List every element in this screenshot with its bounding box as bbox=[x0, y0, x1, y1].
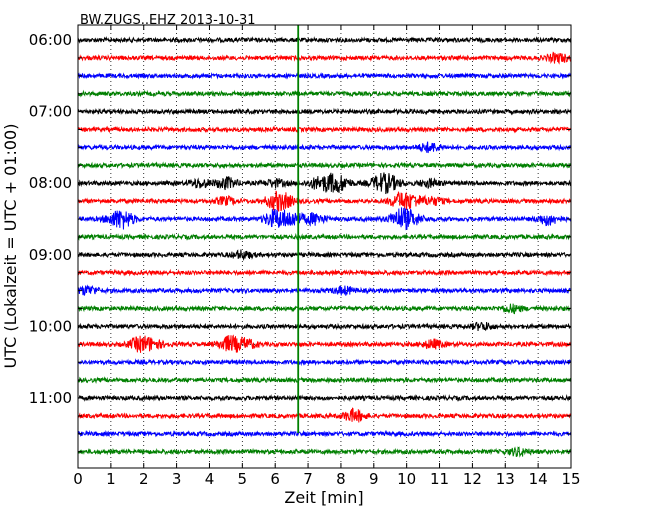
y-tick-label: 07:00 bbox=[29, 103, 72, 121]
x-tick-label: 5 bbox=[238, 470, 248, 488]
x-tick-label: 0 bbox=[73, 470, 83, 488]
x-tick-label: 8 bbox=[336, 470, 346, 488]
trace-1130 bbox=[77, 429, 572, 438]
y-axis-label: UTC (Lokalzeit = UTC + 01:00) bbox=[1, 124, 20, 369]
x-tick-label: 1 bbox=[106, 470, 116, 488]
trace-layer bbox=[77, 36, 572, 458]
trace-1000 bbox=[77, 321, 572, 332]
x-tick-label: 4 bbox=[205, 470, 215, 488]
trace-0745 bbox=[77, 161, 572, 170]
trace-0845 bbox=[77, 232, 572, 241]
trace-1100 bbox=[77, 393, 572, 402]
trace-0800 bbox=[77, 172, 572, 195]
y-tick-label: 11:00 bbox=[29, 389, 72, 407]
x-tick-label: 15 bbox=[561, 470, 580, 488]
trace-1045 bbox=[77, 376, 572, 384]
y-tick-label: 09:00 bbox=[29, 246, 72, 264]
trace-0700 bbox=[77, 107, 572, 116]
x-axis-label: Zeit [min] bbox=[284, 488, 363, 507]
x-tick-label: 14 bbox=[529, 470, 548, 488]
trace-0900 bbox=[77, 249, 572, 262]
trace-0930 bbox=[77, 284, 571, 296]
x-tick-label: 6 bbox=[270, 470, 280, 488]
x-tick-label: 7 bbox=[303, 470, 313, 488]
tick-layer: 0 1 2 3 4 5 6 7 8 9 10 11 12 13 14 1506:0007:0008:0009:… bbox=[29, 25, 581, 488]
x-tick-label: 10 bbox=[397, 470, 416, 488]
y-tick-label: 10:00 bbox=[29, 317, 72, 335]
x-tick-label: 3 bbox=[172, 470, 182, 488]
trace-0615 bbox=[77, 51, 572, 65]
x-tick-label: 13 bbox=[496, 470, 515, 488]
x-tick-label: 9 bbox=[369, 470, 379, 488]
y-tick-label: 06:00 bbox=[29, 31, 72, 49]
trace-1115 bbox=[77, 407, 572, 423]
trace-1015 bbox=[77, 334, 572, 353]
trace-0630 bbox=[77, 71, 571, 80]
plot-frame bbox=[77, 24, 572, 469]
trace-1145 bbox=[77, 446, 572, 458]
trace-1030 bbox=[77, 358, 572, 367]
trace-0815 bbox=[77, 190, 572, 212]
chart-title: BW.ZUGS..EHZ 2013-10-31 bbox=[80, 13, 256, 28]
trace-0600 bbox=[77, 36, 572, 44]
x-tick-label: 11 bbox=[430, 470, 449, 488]
trace-0730 bbox=[77, 141, 572, 154]
trace-0945 bbox=[77, 303, 572, 315]
x-tick-label: 12 bbox=[463, 470, 482, 488]
y-tick-label: 08:00 bbox=[29, 174, 72, 192]
x-tick-label: 2 bbox=[139, 470, 149, 488]
trace-0645 bbox=[77, 89, 572, 98]
trace-0715 bbox=[77, 125, 572, 134]
trace-0915 bbox=[77, 268, 571, 277]
trace-0830 bbox=[77, 207, 572, 231]
